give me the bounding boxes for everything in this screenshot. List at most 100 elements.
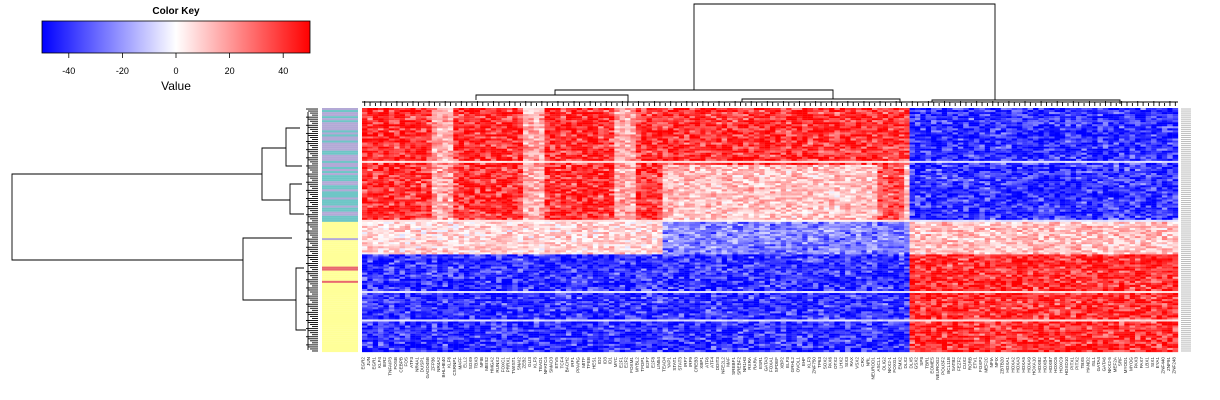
heatmap-cell <box>780 166 787 170</box>
heatmap-cell <box>1049 120 1055 123</box>
heatmap-cell <box>898 148 905 151</box>
heatmap-cell <box>635 158 642 162</box>
heatmap-cell <box>1129 112 1136 115</box>
row-side-color-cell <box>322 156 358 159</box>
heatmap-cell <box>1161 108 1168 111</box>
heatmap-cell <box>1140 146 1146 149</box>
heatmap-cell <box>485 118 491 121</box>
heatmap-cell <box>1070 166 1077 170</box>
heatmap-cell <box>941 112 948 115</box>
heatmap-cell <box>995 146 1001 149</box>
heatmap-cell <box>1022 138 1028 141</box>
heatmap-cell <box>598 124 604 127</box>
heatmap-cell <box>689 114 695 117</box>
heatmap-cell <box>1059 112 1066 115</box>
heatmap-cell <box>383 120 389 123</box>
heatmap-cell <box>464 132 470 135</box>
heatmap-cell <box>1161 120 1168 123</box>
heatmap-cell <box>990 144 996 147</box>
heatmap-cell <box>957 144 964 147</box>
heatmap-cell <box>936 148 942 151</box>
heatmap-cell <box>421 144 427 147</box>
heatmap-cell <box>904 122 910 125</box>
heatmap-cell <box>845 114 851 117</box>
heatmap-cell <box>759 142 765 145</box>
heatmap-cell <box>968 158 975 162</box>
heatmap-cell <box>635 114 642 117</box>
heatmap-cell <box>1118 144 1125 147</box>
heatmap-cell <box>984 128 991 131</box>
heatmap-cell <box>753 118 760 121</box>
heatmap-cell <box>533 158 540 162</box>
heatmap-cell <box>1000 152 1007 155</box>
heatmap-cell <box>845 136 851 139</box>
heatmap-cell <box>861 126 867 129</box>
heatmap-cell <box>404 152 411 155</box>
heatmap-cell <box>1006 116 1012 119</box>
heatmap-cell <box>367 128 373 131</box>
heatmap-cell <box>877 126 883 129</box>
heatmap-cell <box>839 120 846 123</box>
heatmap-cell <box>780 148 787 151</box>
heatmap-cell <box>743 110 749 113</box>
heatmap-cell <box>555 110 561 113</box>
heatmap-cell <box>480 140 486 143</box>
heatmap-cell <box>544 156 551 159</box>
heatmap-cell <box>947 150 953 153</box>
heatmap-cell <box>362 136 368 139</box>
heatmap-cell <box>1124 126 1130 129</box>
heatmap-cell <box>753 112 760 115</box>
heatmap-cell <box>775 138 781 141</box>
heatmap-cell <box>684 142 690 145</box>
heatmap-cell <box>689 120 695 123</box>
heatmap-cell <box>544 130 551 133</box>
heatmap-cell <box>1118 148 1125 151</box>
heatmap-cell <box>1118 128 1125 131</box>
heatmap-cell <box>506 140 513 143</box>
heatmap-cell <box>367 134 373 137</box>
heatmap-cell <box>748 116 755 119</box>
heatmap-cell <box>1097 164 1103 168</box>
heatmap-cell <box>1006 114 1012 117</box>
heatmap-cell <box>914 112 921 115</box>
heatmap-cell <box>635 166 642 170</box>
heatmap-cell <box>362 158 368 162</box>
heatmap-cell <box>603 142 610 145</box>
heatmap-cell <box>984 138 991 141</box>
heatmap-cell <box>1135 118 1141 121</box>
heatmap-cell <box>523 130 529 133</box>
heatmap-cell <box>1156 140 1163 143</box>
heatmap-cell <box>608 148 615 151</box>
heatmap-cell <box>796 148 803 151</box>
heatmap-cell <box>963 136 969 139</box>
heatmap-cell <box>598 166 604 170</box>
heatmap-cell <box>995 140 1001 143</box>
heatmap-cell <box>673 138 679 141</box>
heatmap-cell <box>566 156 572 159</box>
heatmap-cell <box>566 114 572 117</box>
heatmap-cell <box>437 142 443 145</box>
heatmap-cell <box>839 128 846 131</box>
heatmap-cell <box>415 164 422 168</box>
heatmap-cell <box>582 152 588 155</box>
heatmap-cell <box>855 142 862 145</box>
heatmap-cell <box>474 138 481 141</box>
heatmap-cell <box>974 134 980 137</box>
heatmap-cell <box>931 142 937 145</box>
heatmap-cell <box>1086 164 1093 168</box>
heatmap-cell <box>780 140 787 143</box>
heatmap-cell <box>453 136 459 139</box>
heatmap-cell <box>378 114 384 117</box>
heatmap-cell <box>582 154 588 157</box>
heatmap-cell <box>823 158 830 162</box>
heatmap-cell <box>888 134 894 137</box>
heatmap-cell <box>517 164 524 168</box>
heatmap-cell <box>802 118 808 121</box>
heatmap-cell <box>657 128 663 131</box>
heatmap-cell <box>947 116 953 119</box>
heatmap-cell <box>893 118 899 121</box>
heatmap-cell <box>968 138 975 141</box>
heatmap-cell <box>501 132 508 135</box>
heatmap-cell <box>533 130 540 133</box>
heatmap-cell <box>1011 118 1018 121</box>
